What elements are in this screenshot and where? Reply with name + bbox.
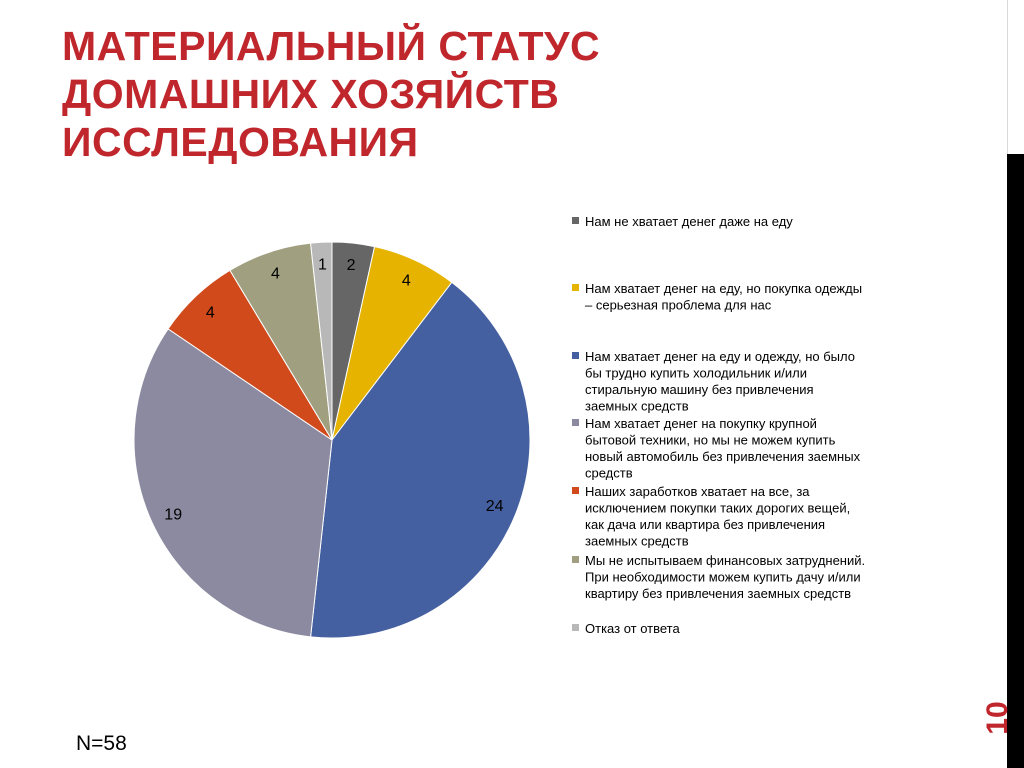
legend-swatch-5 [572,487,579,494]
pie-data-label-1: 2 [347,257,356,274]
pie-data-label-2: 4 [402,272,411,289]
legend-swatch-1 [572,217,579,224]
sample-size-note: N=58 [76,732,127,755]
legend-swatch-6 [572,556,579,563]
pie-data-label-4: 19 [164,507,182,524]
legend-label-7: Отказ от ответа [585,621,680,636]
slide-title-line-3: ИССЛЕДОВАНИЯ [62,119,419,165]
pie-slices [133,241,531,639]
right-accent-strip-top [1007,0,1024,154]
chart-legend: Нам не хватает денег даже на еду Нам хват… [572,214,865,636]
legend-label-6: Мы не испытываем финансовых затруднений.… [585,553,865,601]
pie-slice-3 [310,281,531,639]
slide-title: МАТЕРИАЛЬНЫЙ СТАТУС ДОМАШНИХ ХОЗЯЙСТВ ИС… [62,22,722,166]
legend-swatch-7 [572,624,579,631]
legend-label-2: Нам хватает денег на еду, но покупка оде… [585,281,862,313]
legend-label-5: Наших заработков хватает на все, за исклю… [585,484,850,549]
legend-swatch-3 [572,352,579,359]
legend-label-3: Нам хватает денег на еду и одежду, но бы… [585,349,855,414]
pie-data-label-3: 24 [486,498,504,515]
legend-swatch-4 [572,419,579,426]
slide-title-line-1: МАТЕРИАЛЬНЫЙ СТАТУС [62,23,601,69]
pie-slice-4 [133,328,333,638]
slide-title-line-2: ДОМАШНИХ ХОЗЯЙСТВ [62,71,560,117]
pie-data-label-6: 4 [271,265,280,282]
legend-swatch-2 [572,284,579,291]
pie-data-label-7: 1 [318,256,327,273]
pie-data-label-5: 4 [206,305,215,322]
pie-slice-7 [310,241,333,441]
legend-label-4: Нам хватает денег на покупку крупной быто… [585,416,861,481]
legend-label-1: Нам не хватает денег даже на еду [585,214,793,229]
right-accent-strip-bottom [1007,154,1024,768]
